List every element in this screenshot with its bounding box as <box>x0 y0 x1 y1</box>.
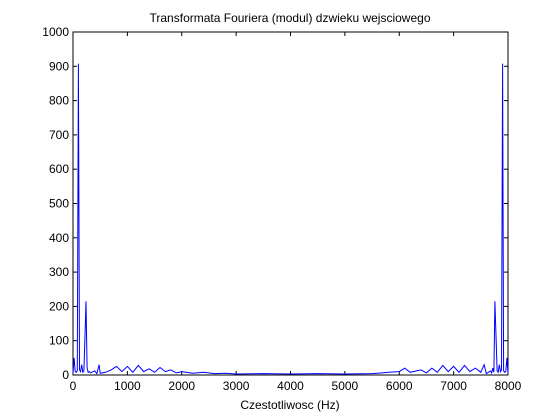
x-tick-label: 4000 <box>277 379 304 393</box>
y-tick-label: 700 <box>49 128 69 142</box>
x-tick-label: 2000 <box>168 379 195 393</box>
x-tick-label: 7000 <box>440 379 467 393</box>
x-tick-label: 6000 <box>386 379 413 393</box>
y-tick-label: 1000 <box>42 25 69 39</box>
y-tick-label: 900 <box>49 59 69 73</box>
y-tick-label: 400 <box>49 231 69 245</box>
y-tick-label: 800 <box>49 94 69 108</box>
x-tick-label: 5000 <box>332 379 359 393</box>
x-tick-label: 3000 <box>223 379 250 393</box>
y-tick-label: 100 <box>49 334 69 348</box>
axes-box <box>72 31 509 376</box>
x-tick-label: 8000 <box>495 379 522 393</box>
spectrum-line <box>72 63 509 375</box>
chart-title: Transformata Fouriera (modul) dzwieku we… <box>150 11 431 25</box>
x-axis-label: Czestotliwosc (Hz) <box>240 398 339 412</box>
x-tick-label: 1000 <box>114 379 141 393</box>
plot-area: 0 1000 2000 3000 4000 5000 6000 7000 8000 0 100 200… <box>42 25 521 393</box>
x-tick-label: 0 <box>70 379 77 393</box>
y-tick-label: 200 <box>49 299 69 313</box>
y-tick-label: 500 <box>49 197 69 211</box>
y-tick-label: 600 <box>49 162 69 176</box>
y-tick-label: 0 <box>62 368 69 382</box>
y-tick-label: 300 <box>49 265 69 279</box>
